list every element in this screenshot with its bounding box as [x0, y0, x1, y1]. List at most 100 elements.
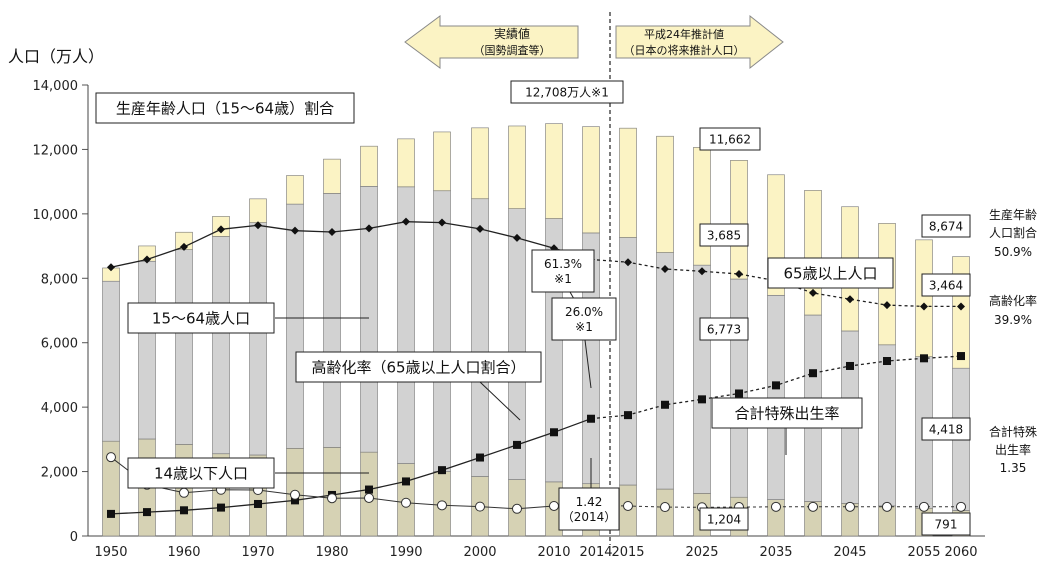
aging-rate-point — [402, 477, 410, 486]
fertility-point — [290, 489, 300, 500]
working-ratio-point — [438, 218, 446, 227]
annotation-aging-2014: ※1 — [575, 320, 593, 334]
annotation-old-2060: 3,464 — [929, 278, 963, 292]
actual-arrow — [404, 15, 579, 69]
fertility-point — [475, 501, 485, 512]
working-bar — [102, 280, 120, 442]
x-tick-label: 2014 — [579, 545, 612, 560]
working-ratio-point — [217, 225, 225, 234]
aging-rate-point — [883, 357, 891, 366]
annotation-aging-2014-box — [551, 297, 617, 341]
working-ratio-point — [180, 242, 188, 251]
aging-rate-line-actual — [110, 418, 592, 515]
annotation-pop-2030-box — [699, 127, 761, 151]
x-tick-label: 2045 — [833, 545, 866, 560]
working-ratio-point — [957, 302, 965, 311]
legend-aging-rate: 高齢化率（65歳以上人口割合） — [311, 358, 525, 376]
aging-rate-point — [661, 400, 669, 409]
working-bar — [508, 208, 526, 480]
fertility-point — [549, 500, 559, 511]
y-tick-label: 4,000 — [41, 401, 78, 416]
legend-working-pop-box — [127, 302, 275, 334]
elderly-bar — [656, 135, 674, 253]
annotation-ratio-2014: 61.3% — [544, 257, 582, 271]
aging-rate-point — [587, 414, 595, 423]
legend-working-ratio: 生産年齢人口（15～64歳）割合 — [116, 99, 334, 117]
projection-label-2: （日本の将来推計人口） — [624, 43, 745, 57]
x-tick-label: 1980 — [315, 545, 348, 560]
fertility-point — [845, 501, 855, 512]
annotation-child-2060: 791 — [935, 517, 958, 531]
legend-old-pop-box — [767, 257, 894, 289]
working-bar — [286, 203, 304, 449]
annotation-working-2030-box — [699, 317, 749, 341]
aging-rate-leader — [479, 381, 521, 421]
working-ratio-point — [920, 302, 928, 311]
annotation-working-2030: 6,773 — [707, 322, 741, 336]
elderly-bar — [471, 127, 489, 200]
working-ratio-point — [624, 258, 632, 267]
working-bar — [619, 237, 637, 486]
y-tick-label: 10,000 — [33, 208, 79, 223]
annotation-old-2030-box — [699, 223, 749, 247]
elderly-bar — [619, 127, 637, 238]
working-ratio-point — [513, 233, 521, 242]
fertility-point — [882, 501, 892, 512]
x-tick-label: 2060 — [944, 545, 977, 560]
fertility-point — [106, 452, 116, 463]
aging-rate-point — [957, 352, 965, 361]
elderly-bar — [433, 131, 451, 192]
aging-rate-point — [698, 395, 706, 404]
x-tick-label: 1990 — [389, 545, 422, 560]
fertility-point — [771, 501, 781, 512]
x-tick-label: 2055 — [907, 545, 940, 560]
fertility-point — [179, 487, 189, 498]
legend-old-pop: 65歳以上人口 — [783, 264, 877, 282]
aging-rate-point — [254, 499, 262, 508]
annotation-pop-2014-box — [510, 80, 624, 104]
aging-rate-point — [735, 389, 743, 398]
annotation-aging-2014: 26.0% — [565, 305, 603, 319]
working-ratio-line-actual — [110, 221, 592, 268]
fertility-point — [512, 503, 522, 514]
working-bar — [878, 344, 896, 507]
working-ratio-point — [476, 224, 484, 233]
aging-rate-point — [217, 503, 225, 512]
right-side-label: 出生率 — [995, 442, 1031, 457]
x-tick-label: 2015 — [611, 545, 644, 560]
working-ratio-point — [661, 265, 669, 274]
aging-rate-point — [624, 411, 632, 420]
aging-rate-point — [365, 485, 373, 494]
y-tick-label: 12,000 — [33, 143, 79, 158]
elderly-bar — [693, 147, 711, 266]
working-ratio-point — [809, 288, 817, 297]
aging-rate-point — [846, 361, 854, 370]
elderly-bar — [545, 123, 563, 219]
fertility-point — [956, 501, 966, 512]
aging-rate-point — [438, 466, 446, 475]
annotation-child-2030: 1,204 — [707, 512, 741, 526]
elderly-bar — [915, 239, 933, 357]
x-tick-label: 1960 — [167, 545, 200, 560]
aging-rate-point — [772, 381, 780, 390]
x-tick-label: 2035 — [759, 545, 792, 560]
fertility-point — [919, 501, 929, 512]
fertility-point — [808, 501, 818, 512]
annotation-fert-2014: （2014） — [562, 510, 617, 524]
annotation-child-2060-box — [921, 512, 971, 536]
working-ratio-point — [291, 226, 299, 235]
working-ratio-point — [846, 295, 854, 304]
working-bar — [693, 264, 711, 494]
annotation-pop-2014: 12,708万人※1 — [525, 85, 609, 99]
x-tick-label: 2025 — [685, 545, 718, 560]
y-tick-label: 2,000 — [41, 466, 78, 481]
elderly-bar — [952, 256, 970, 369]
working-bar — [730, 278, 748, 498]
legend-working-ratio-box — [95, 92, 355, 124]
y-tick-label: 8,000 — [41, 272, 78, 287]
right-side-label: 1.35 — [1000, 461, 1027, 475]
actual-label-2: （国勢調査等） — [474, 43, 551, 57]
elderly-bar — [249, 198, 267, 223]
